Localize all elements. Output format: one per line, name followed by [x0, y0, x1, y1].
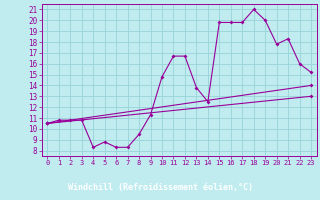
Text: Windchill (Refroidissement éolien,°C): Windchill (Refroidissement éolien,°C) — [68, 183, 252, 192]
